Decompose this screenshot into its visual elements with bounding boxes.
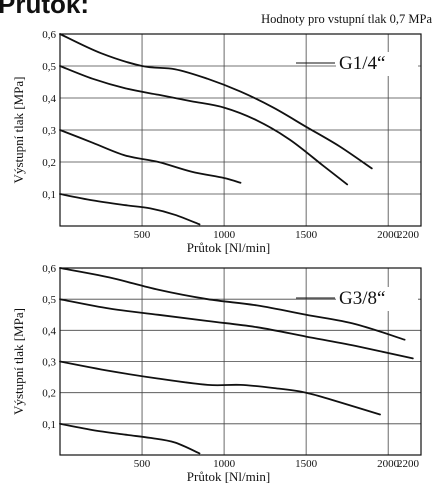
plot-frame xyxy=(59,33,422,227)
x-tick-label: 2000 xyxy=(377,229,400,241)
y-tick-label: 0,3 xyxy=(42,125,56,137)
y-tick-label: 0,1 xyxy=(42,189,56,201)
heading: Průtok: xyxy=(0,0,89,19)
series-line xyxy=(59,422,201,455)
y-axis-label: Výstupní tlak [MPa] xyxy=(11,308,26,415)
y-tick-label: 0,1 xyxy=(42,419,56,431)
x-tick-label: 500 xyxy=(134,458,151,470)
label-background xyxy=(336,52,418,76)
y-tick-label: 0,6 xyxy=(42,263,56,275)
curves xyxy=(59,33,373,226)
label-background xyxy=(336,287,418,311)
y-tick-label: 0,2 xyxy=(42,157,56,169)
y-tick-labels: 0,1 0,2 0,3 0,4 0,5 0,6 xyxy=(42,263,56,431)
x-tick-label: 500 xyxy=(134,229,151,241)
x-tick-label: 1500 xyxy=(295,229,318,241)
curves xyxy=(59,267,414,455)
series-line xyxy=(59,360,381,416)
x-tick-label: 2200 xyxy=(397,458,420,470)
y-tick-label: 0,4 xyxy=(42,325,56,337)
x-tick-label: 1500 xyxy=(295,458,318,470)
panel-label: G3/8“ xyxy=(339,288,385,309)
series-line xyxy=(59,267,406,341)
series-line xyxy=(59,33,373,170)
y-tick-label: 0,4 xyxy=(42,93,56,105)
y-tick-labels: 0,1 0,2 0,3 0,4 0,5 0,6 xyxy=(42,29,56,201)
x-axis-label: Průtok [Nl/min] xyxy=(187,469,270,484)
x-axis-label: Průtok [Nl/min] xyxy=(187,240,270,255)
y-tick-label: 0,6 xyxy=(42,29,56,41)
y-axis-label: Výstupní tlak [MPa] xyxy=(11,77,26,184)
panel-label: G1/4“ xyxy=(339,53,385,74)
series-line xyxy=(59,65,349,186)
x-tick-label: 2200 xyxy=(397,229,420,241)
x-tick-label: 1000 xyxy=(213,229,236,241)
x-tick-label: 1000 xyxy=(213,458,236,470)
plot-frame xyxy=(59,267,422,456)
series-line xyxy=(59,298,414,360)
y-tick-label: 0,3 xyxy=(42,357,56,369)
x-tick-label: 2000 xyxy=(377,458,400,470)
series-line xyxy=(59,193,201,226)
y-tick-label: 0,2 xyxy=(42,388,56,400)
y-tick-label: 0,5 xyxy=(42,61,56,73)
y-tick-label: 0,5 xyxy=(42,294,56,306)
series-line xyxy=(59,129,242,184)
inlet-pressure-note: Hodnoty pro vstupní tlak 0,7 MPa xyxy=(261,12,432,26)
